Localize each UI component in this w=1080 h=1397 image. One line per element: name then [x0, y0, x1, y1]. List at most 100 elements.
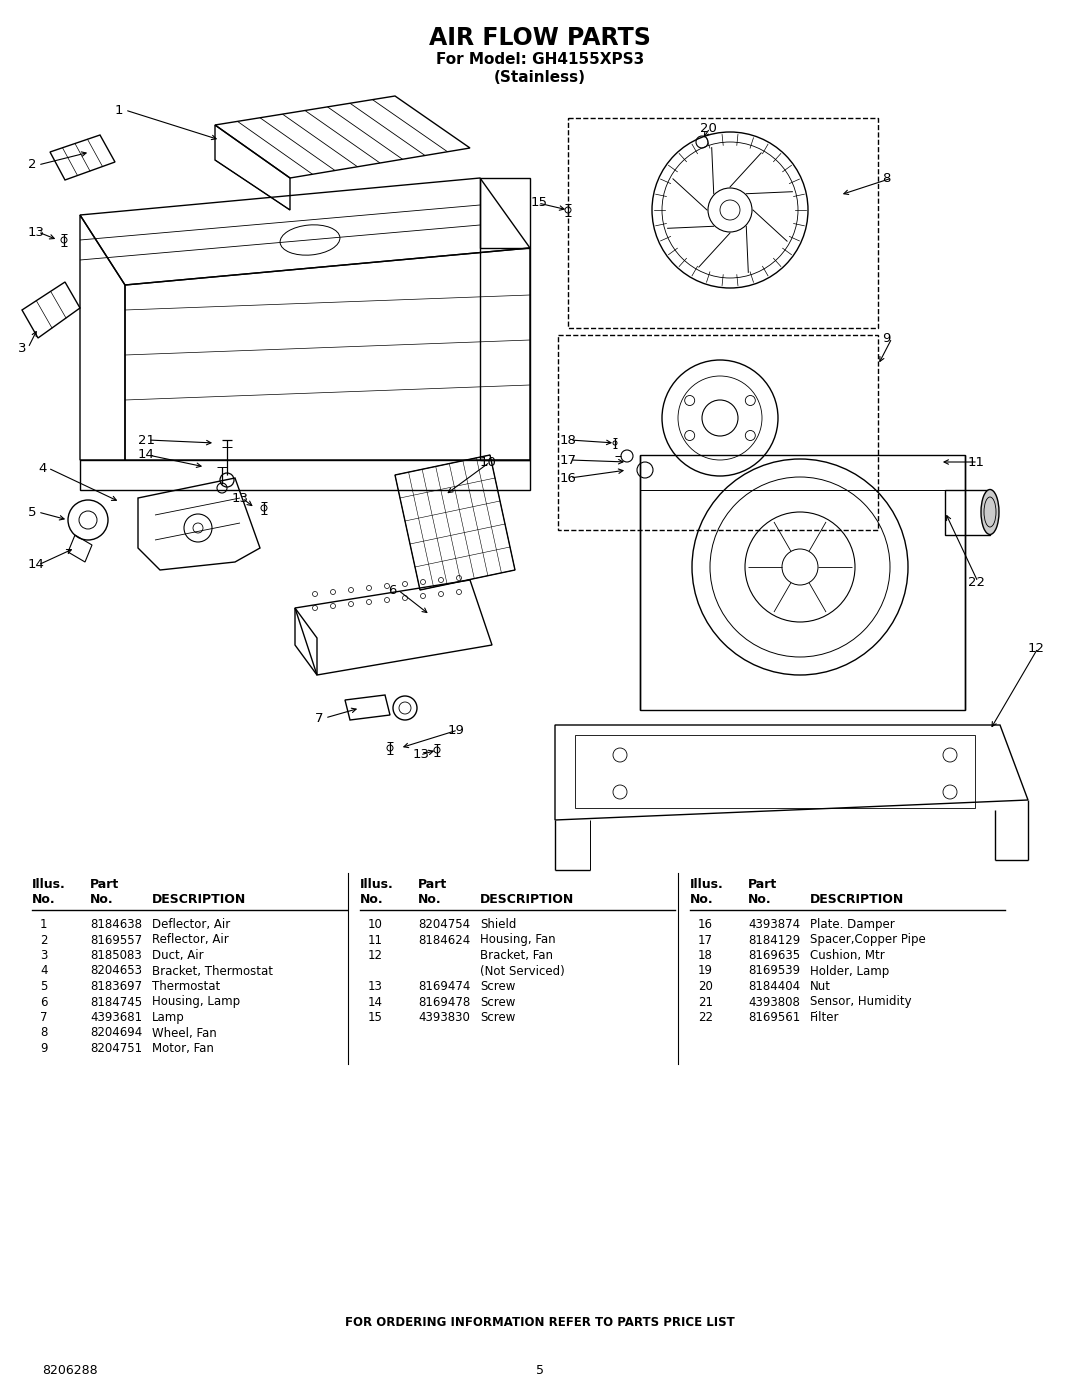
- Text: 1: 1: [40, 918, 48, 930]
- Text: 6: 6: [40, 996, 48, 1009]
- Text: 8204653: 8204653: [90, 964, 141, 978]
- Text: 19: 19: [698, 964, 713, 978]
- Text: 8169561: 8169561: [748, 1011, 800, 1024]
- Text: 22: 22: [698, 1011, 713, 1024]
- Text: 8: 8: [40, 1027, 48, 1039]
- Ellipse shape: [981, 489, 999, 535]
- Text: (Not Serviced): (Not Serviced): [480, 964, 565, 978]
- Text: 12: 12: [368, 949, 383, 963]
- Text: Illus.: Illus.: [32, 877, 66, 891]
- Text: 8169474: 8169474: [418, 981, 471, 993]
- Text: 12: 12: [1028, 641, 1045, 655]
- Text: Part: Part: [748, 877, 778, 891]
- Text: 8184638: 8184638: [90, 918, 141, 930]
- Text: 5: 5: [40, 981, 48, 993]
- Text: Nut: Nut: [810, 981, 831, 993]
- Text: 3: 3: [40, 949, 48, 963]
- Text: 11: 11: [968, 455, 985, 468]
- Text: Spacer,Copper Pipe: Spacer,Copper Pipe: [810, 933, 926, 947]
- Text: 18: 18: [561, 433, 577, 447]
- Text: DESCRIPTION: DESCRIPTION: [480, 893, 575, 907]
- Text: AIR FLOW PARTS: AIR FLOW PARTS: [429, 27, 651, 50]
- Text: Thermostat: Thermostat: [152, 981, 220, 993]
- Text: Housing, Fan: Housing, Fan: [480, 933, 555, 947]
- Text: 7: 7: [40, 1011, 48, 1024]
- Text: No.: No.: [418, 893, 442, 907]
- Text: No.: No.: [32, 893, 56, 907]
- Text: 3: 3: [18, 341, 27, 355]
- Text: 8206288: 8206288: [42, 1363, 97, 1376]
- Text: 4393874: 4393874: [748, 918, 800, 930]
- Text: 8184624: 8184624: [418, 933, 470, 947]
- Text: 15: 15: [368, 1011, 383, 1024]
- Text: 17: 17: [561, 454, 577, 467]
- Text: 4393681: 4393681: [90, 1011, 143, 1024]
- Text: 8169539: 8169539: [748, 964, 800, 978]
- Text: 2: 2: [28, 158, 37, 172]
- Text: Screw: Screw: [480, 1011, 515, 1024]
- Text: 13: 13: [413, 749, 430, 761]
- Text: 8: 8: [882, 172, 890, 184]
- Text: 4: 4: [40, 964, 48, 978]
- Text: Bracket, Fan: Bracket, Fan: [480, 949, 553, 963]
- Text: 8204754: 8204754: [418, 918, 470, 930]
- Text: 20: 20: [698, 981, 713, 993]
- Text: No.: No.: [90, 893, 113, 907]
- Text: 16: 16: [698, 918, 713, 930]
- Text: 17: 17: [698, 933, 713, 947]
- Text: Wheel, Fan: Wheel, Fan: [152, 1027, 217, 1039]
- Bar: [568, 117, 878, 328]
- Text: 14: 14: [138, 448, 154, 461]
- Text: 4393830: 4393830: [418, 1011, 470, 1024]
- Text: 21: 21: [138, 433, 156, 447]
- Text: Motor, Fan: Motor, Fan: [152, 1042, 214, 1055]
- Text: 8184129: 8184129: [748, 933, 800, 947]
- Text: 2: 2: [40, 933, 48, 947]
- Text: 13: 13: [28, 225, 45, 239]
- Text: 22: 22: [968, 576, 985, 588]
- Text: Part: Part: [418, 877, 447, 891]
- Text: 8204694: 8204694: [90, 1027, 143, 1039]
- Text: 18: 18: [698, 949, 713, 963]
- Text: FOR ORDERING INFORMATION REFER TO PARTS PRICE LIST: FOR ORDERING INFORMATION REFER TO PARTS …: [346, 1316, 734, 1329]
- Text: Bracket, Thermostat: Bracket, Thermostat: [152, 964, 273, 978]
- Text: 8204751: 8204751: [90, 1042, 143, 1055]
- Text: Lamp: Lamp: [152, 1011, 185, 1024]
- Text: 13: 13: [368, 981, 383, 993]
- Text: 4: 4: [38, 461, 46, 475]
- Text: Holder, Lamp: Holder, Lamp: [810, 964, 889, 978]
- Text: 8169635: 8169635: [748, 949, 800, 963]
- Text: Duct, Air: Duct, Air: [152, 949, 204, 963]
- Text: 7: 7: [315, 711, 324, 725]
- Bar: [558, 335, 878, 529]
- Text: 8169478: 8169478: [418, 996, 470, 1009]
- Text: 14: 14: [28, 559, 45, 571]
- Text: Screw: Screw: [480, 981, 515, 993]
- Text: Filter: Filter: [810, 1011, 839, 1024]
- Text: 21: 21: [698, 996, 713, 1009]
- Text: Illus.: Illus.: [360, 877, 394, 891]
- Text: Shield: Shield: [480, 918, 516, 930]
- Text: 10: 10: [480, 455, 497, 468]
- Text: 8169557: 8169557: [90, 933, 143, 947]
- Text: No.: No.: [748, 893, 771, 907]
- Text: No.: No.: [690, 893, 714, 907]
- Text: DESCRIPTION: DESCRIPTION: [810, 893, 904, 907]
- Text: 11: 11: [368, 933, 383, 947]
- Text: 8183697: 8183697: [90, 981, 143, 993]
- Text: 5: 5: [536, 1363, 544, 1376]
- Text: Sensor, Humidity: Sensor, Humidity: [810, 996, 912, 1009]
- Text: 15: 15: [531, 197, 548, 210]
- Text: 20: 20: [700, 122, 717, 134]
- Text: Cushion, Mtr: Cushion, Mtr: [810, 949, 885, 963]
- Text: 9: 9: [882, 331, 890, 345]
- Text: Part: Part: [90, 877, 119, 891]
- Text: DESCRIPTION: DESCRIPTION: [152, 893, 246, 907]
- Text: 16: 16: [561, 472, 577, 485]
- Text: 14: 14: [368, 996, 383, 1009]
- Text: Housing, Lamp: Housing, Lamp: [152, 996, 240, 1009]
- Text: Plate. Damper: Plate. Damper: [810, 918, 894, 930]
- Text: 9: 9: [40, 1042, 48, 1055]
- Text: Illus.: Illus.: [690, 877, 724, 891]
- Text: For Model: GH4155XPS3: For Model: GH4155XPS3: [436, 53, 644, 67]
